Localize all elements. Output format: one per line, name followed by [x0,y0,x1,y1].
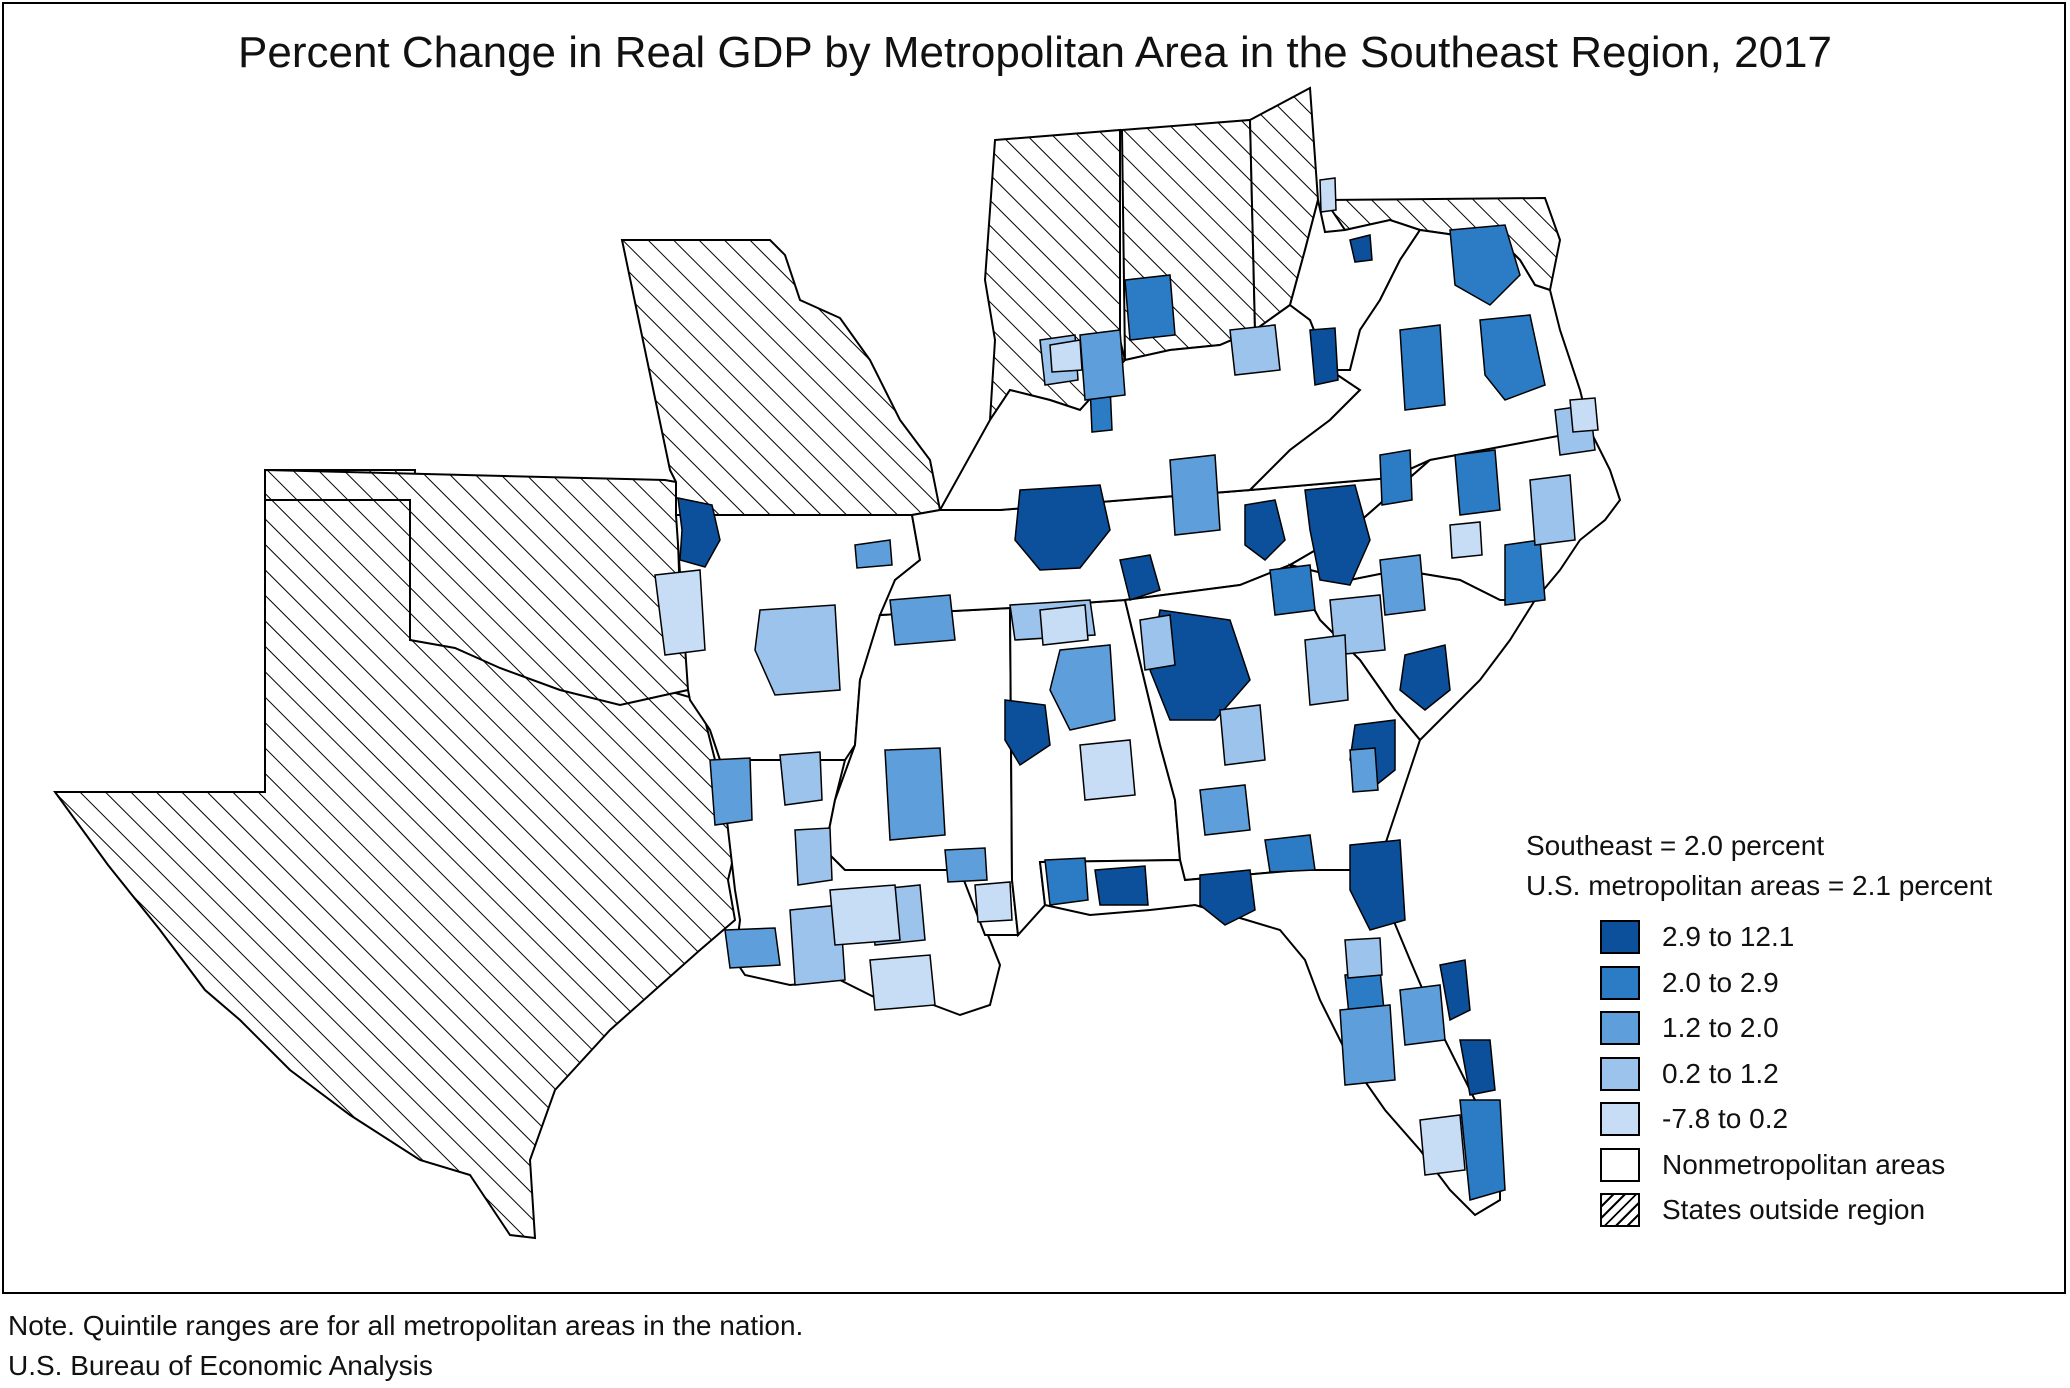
metro-area [1269,564,1316,616]
legend-label: 2.9 to 12.1 [1662,921,1795,952]
metro-area [1049,644,1116,731]
legend-label: 0.2 to 1.2 [1662,1057,1779,1089]
metro-area [1169,454,1221,536]
legend-swatch [1600,965,1640,1000]
map-title: Percent Change in Real GDP by Metropolit… [238,28,1832,77]
legend-label: Nonmetropolitan areas [1662,1148,1946,1180]
outside-states [53,86,1562,1240]
southeast-map [53,86,1622,1240]
metro-area [654,569,706,656]
metro-area [1399,984,1446,1046]
metro-area [1399,324,1446,411]
metro-area [1449,521,1483,559]
metro-area [1014,484,1111,571]
metro-area [1079,739,1136,801]
state-missouri [620,239,942,516]
us-metro-summary: U.S. metropolitan areas = 2.1 percent [1526,870,1993,901]
metro-area [1304,634,1349,706]
metro-area [1219,704,1266,766]
metro-area [1344,937,1383,979]
metro-area [754,604,841,696]
metro-area [1399,644,1451,711]
metro-area [1479,314,1546,401]
metro-area [1244,499,1286,561]
metro-area [1149,609,1251,721]
metro-area [889,594,956,646]
metro-area [1569,397,1599,433]
legend-swatch [1600,920,1640,954]
metro-area [1379,554,1426,616]
metro-area [1119,554,1161,601]
metro-area [1079,329,1126,401]
metro-area [1199,784,1251,836]
metro-area [829,884,901,946]
metro-area [1504,539,1546,606]
metro-area [709,757,753,826]
metro-area [1439,959,1471,1022]
metro-area [884,747,946,841]
metro-area [1199,869,1256,926]
metro-area [794,827,833,886]
metro-area [1049,339,1083,373]
metro-area [1304,484,1371,586]
metro-area [944,847,988,883]
metro-area [724,927,781,969]
metro-area [1309,327,1339,386]
metro-area [779,751,823,806]
metro-area [1419,1114,1466,1176]
metro-areas [654,177,1599,1201]
legend-swatch [1600,1056,1640,1091]
metro-area [677,497,721,568]
metro-area [1454,449,1501,516]
legend-swatch [1600,1102,1640,1136]
legend-swatch [1600,1147,1640,1182]
metro-area [974,881,1013,923]
metro-area [1349,839,1406,931]
metro-area [1139,614,1176,671]
metro-area [1349,747,1379,793]
footer-note: Note. Quintile ranges are for all metrop… [8,1310,804,1341]
metro-area [1044,857,1089,906]
metro-area [1004,699,1051,767]
metro-area [1379,449,1413,506]
metro-area [1094,865,1149,906]
legend-label: 1.2 to 2.0 [1662,1012,1779,1043]
legend-swatch [1600,1011,1640,1045]
legend-swatch-hatched [1600,1193,1640,1227]
southeast-summary: Southeast = 2.0 percent [1526,830,1825,861]
metro-area [1124,274,1176,341]
metro-area [854,539,893,569]
legend-label: States outside region [1662,1194,1926,1225]
metro-area [1349,234,1373,263]
metro-area [1459,1099,1506,1201]
metro-area [1039,604,1089,646]
metro-area [1449,224,1521,306]
metro-area [1459,1039,1496,1096]
legend-label: -7.8 to 0.2 [1662,1103,1789,1134]
footer-source: U.S. Bureau of Economic Analysis [8,1350,433,1381]
metro-area [789,904,846,986]
summary-text: Southeast = 2.0 percent U.S. metropolita… [1526,826,1992,906]
metro-area [1319,177,1337,213]
metro-area [1529,474,1576,546]
metro-area [869,954,936,1011]
legend-label: 2.0 to 2.9 [1662,966,1779,998]
metro-area [1339,1004,1396,1086]
metro-area [1229,324,1281,376]
footer: Note. Quintile ranges are for all metrop… [8,1306,803,1386]
metro-area [1264,834,1316,873]
